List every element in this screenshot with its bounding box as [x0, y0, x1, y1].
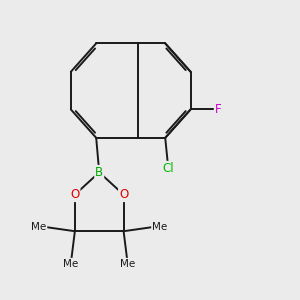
Text: Cl: Cl	[163, 162, 174, 175]
Text: Me: Me	[31, 222, 46, 232]
Text: F: F	[215, 103, 221, 116]
Text: Me: Me	[120, 259, 135, 269]
Text: Me: Me	[152, 222, 167, 232]
Text: Me: Me	[63, 259, 78, 269]
Text: O: O	[70, 188, 80, 201]
Text: B: B	[95, 166, 103, 179]
Text: O: O	[119, 188, 128, 201]
